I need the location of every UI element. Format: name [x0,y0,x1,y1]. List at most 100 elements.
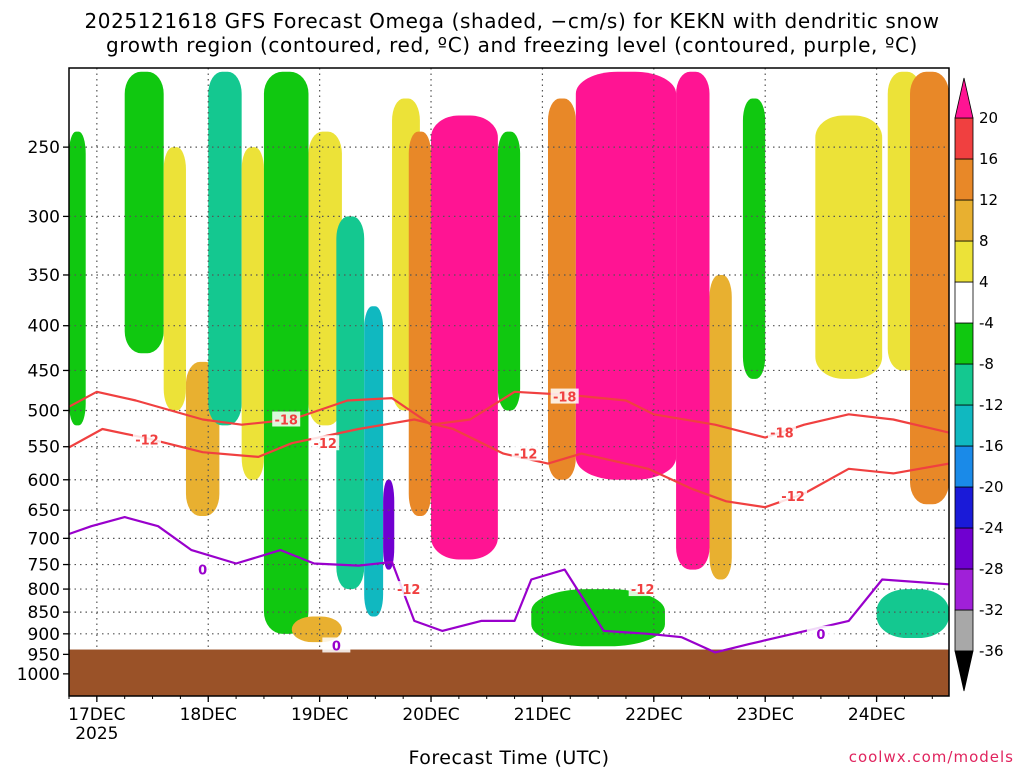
omega-region [431,115,498,560]
colorbar-label: -16 [979,437,1004,455]
contour-label: -12 [631,583,655,598]
contour-label-bg [394,581,423,597]
colorbar-segment [954,199,974,242]
x-tick-label: 20DEC [402,705,459,725]
contour-label: 0 [332,639,341,654]
y-tick-label: 550 [28,438,60,458]
omega-region [547,98,576,480]
colorbar-segment [954,158,974,201]
contour-label: -12 [313,437,337,452]
x-tick-label: 24DEC [848,705,905,725]
colorbar-label: 4 [979,273,989,291]
omega-region [876,589,949,639]
freezing-level-contour [69,516,949,654]
plot-area: -18 -18 -18 -12 -12 -12 -12 -12 -12 0 0 0 [68,67,950,697]
omega-region [208,71,242,426]
colorbar-label: 16 [979,150,998,168]
contour-label-bg [188,561,217,577]
omega-region [241,147,264,480]
colorbar-segment [954,404,974,447]
y-tick-label: 600 [28,471,60,491]
contour-label: -18 [770,427,794,442]
contour-label-bg [779,487,808,503]
colorbar-label: 12 [979,191,998,209]
contour-label: -12 [135,434,159,449]
omega-region [383,479,395,570]
contour-label: 0 [816,628,825,643]
omega-region [676,71,710,570]
omega-region [163,147,186,411]
contour-label: 0 [198,564,207,579]
omega-region [124,71,164,354]
y-tick-label: 250 [28,138,60,158]
colorbar-segment [954,445,974,488]
omega-region [815,115,883,379]
colorbar-label: -24 [979,519,1004,537]
y-axis: 2503003504004505005506006507007508008509… [17,138,69,685]
omega-region [263,71,309,634]
omega-region [336,216,365,590]
omega-region [408,131,432,516]
grid [69,68,949,696]
contour-label-bg [628,581,657,597]
colorbar-label: 8 [979,232,989,250]
omega-region [291,616,342,643]
contour-label: -18 [274,414,298,429]
colorbar-segment [954,117,974,160]
y-tick-label: 350 [28,266,60,286]
omega-region [364,306,384,617]
omega-region [308,131,342,426]
omega-shading [69,71,949,647]
credit-link[interactable]: coolwx.com/models [849,748,1014,766]
y-tick-label: 400 [28,317,60,337]
colorbar-segment [954,609,974,652]
y-tick-label: 950 [28,645,60,665]
colorbar-segment [954,568,974,611]
y-tick-label: 650 [28,501,60,521]
colorbar-label: 20 [979,109,998,127]
y-tick-label: 750 [28,556,60,576]
contour-label-bg [272,411,301,427]
dgz-contour [69,390,949,439]
contour-label-bg [322,637,351,653]
terrain-fill [69,649,949,696]
colorbar-segment [954,527,974,570]
omega-region [69,131,86,426]
x-tick-label: 17DEC [68,705,125,725]
chart-title-line-1: 2025121618 GFS Forecast Omega (shaded, −… [84,9,939,33]
terrain [69,649,949,696]
y-tick-label: 900 [28,625,60,645]
y-tick-label: 500 [28,401,60,421]
x-tick-label: 19DEC [291,705,348,725]
colorbar-segment [954,322,974,365]
omega-region [575,71,677,480]
colorbar-label: -12 [979,396,1004,414]
contour-label: -12 [781,490,805,505]
contour-label-bg [511,445,540,461]
colorbar-label: -28 [979,560,1004,578]
colorbar-top-arrow [954,77,974,119]
x-tick-label: 18DEC [180,705,237,725]
colorbar-segment [954,486,974,529]
contour-label-bg [767,424,796,440]
y-tick-label: 700 [28,529,60,549]
colorbar-label: -32 [979,601,1004,619]
contour-label: -12 [514,448,538,463]
contour-label-bg [806,625,835,641]
plot-frame [68,67,950,697]
omega-region [497,131,521,411]
colorbar-segment [954,240,974,283]
x-tick-label: 23DEC [737,705,794,725]
contours: -18 -18 -18 -12 -12 -12 -12 -12 -12 0 0 0 [69,388,949,654]
colorbar-label: -36 [979,642,1004,660]
contour-label-bg [311,435,340,451]
x-tick-label: 21DEC [514,705,571,725]
contour-label-bg [550,388,579,404]
contour-label-bg [132,431,161,447]
x-tick-sublabel: 2025 [75,724,118,744]
colorbar-label: -8 [979,355,994,373]
contour-label: -18 [553,391,577,406]
y-tick-label: 800 [28,580,60,600]
